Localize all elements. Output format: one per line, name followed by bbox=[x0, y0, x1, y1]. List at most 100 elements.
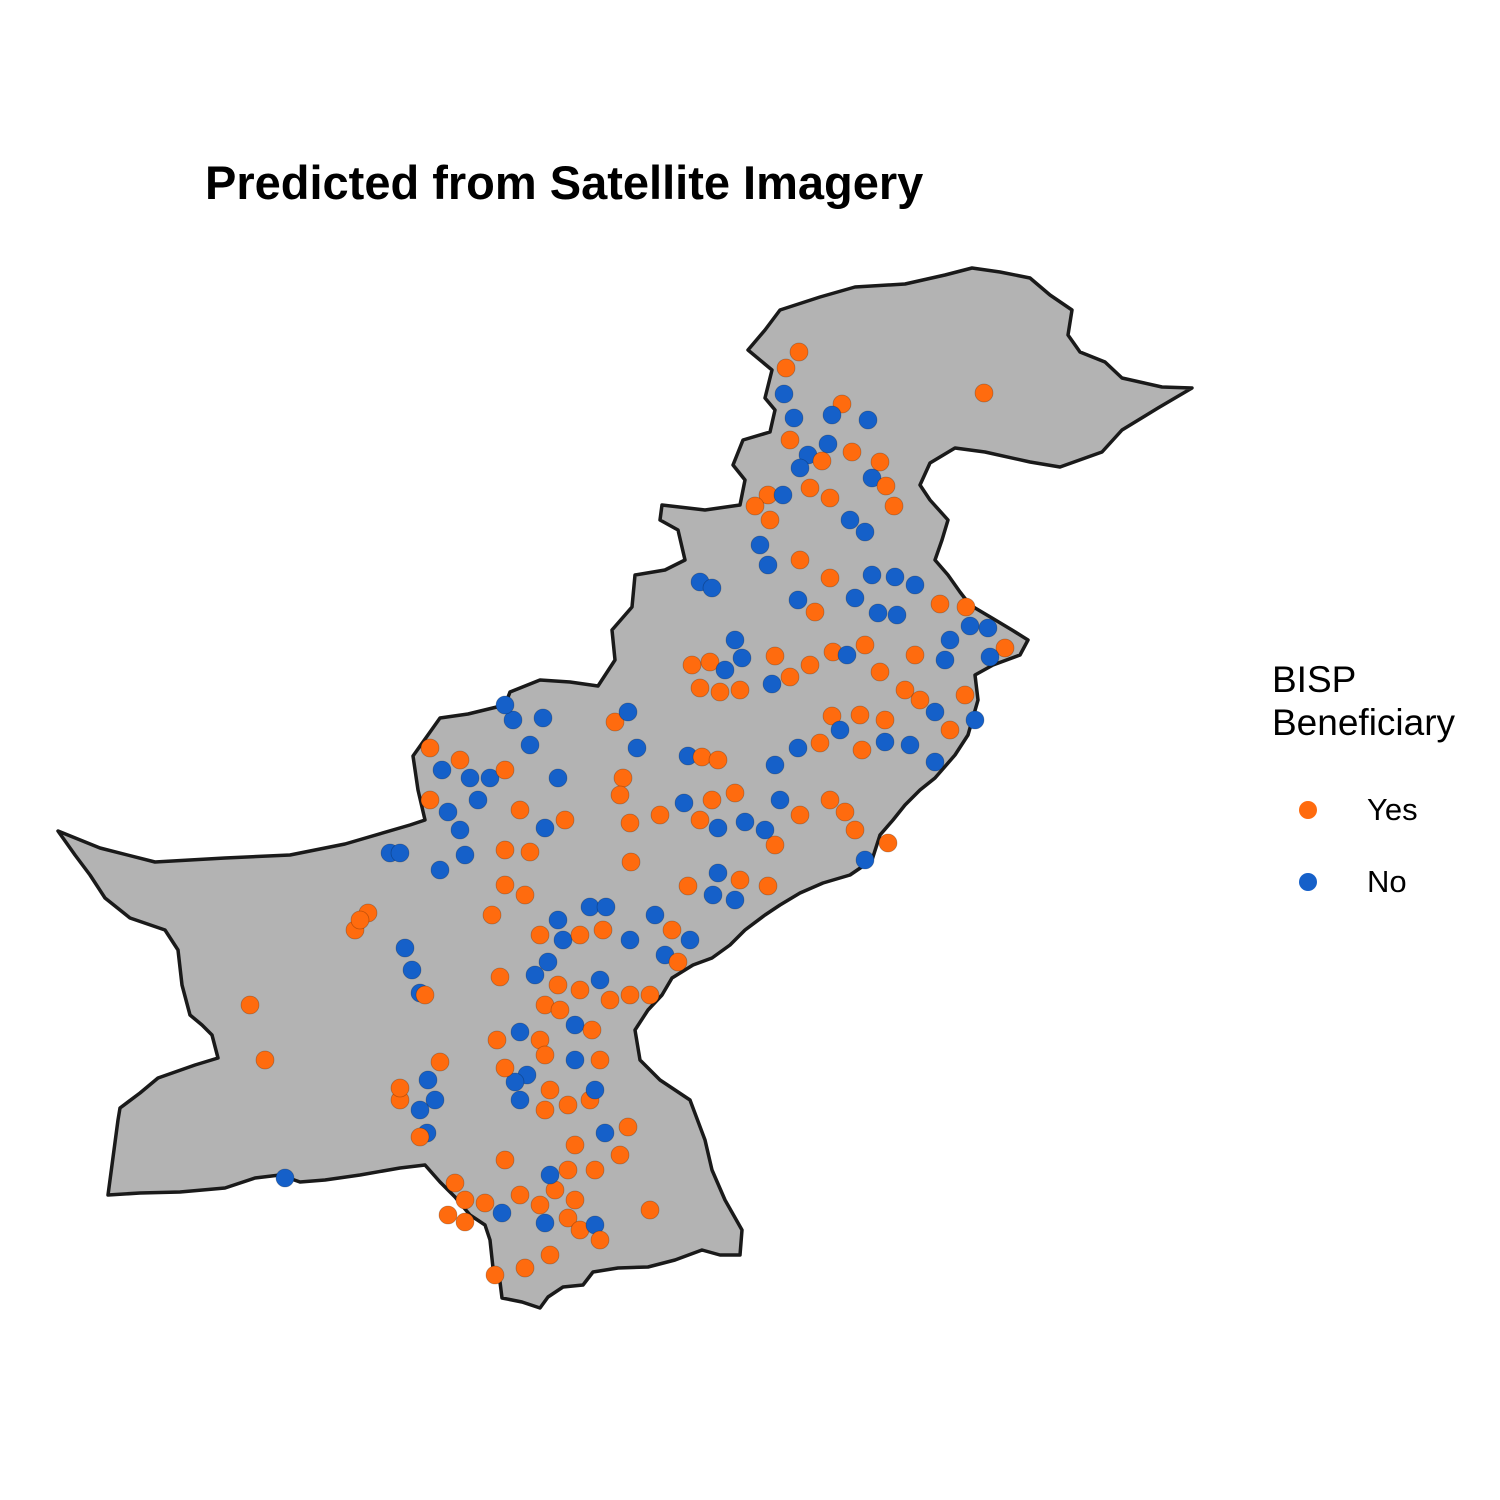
legend-label-yes: Yes bbox=[1367, 792, 1418, 827]
point-beneficiary-yes bbox=[835, 802, 855, 822]
point-beneficiary-yes bbox=[758, 876, 778, 896]
point-beneficiary-no bbox=[715, 660, 735, 680]
point-beneficiary-no bbox=[432, 760, 452, 780]
point-beneficiary-yes bbox=[515, 1258, 535, 1278]
point-beneficiary-no bbox=[862, 468, 882, 488]
point-beneficiary-no bbox=[390, 843, 410, 863]
point-beneficiary-yes bbox=[682, 655, 702, 675]
point-beneficiary-yes bbox=[820, 488, 840, 508]
point-beneficiary-yes bbox=[956, 597, 976, 617]
point-beneficiary-no bbox=[868, 603, 888, 623]
point-beneficiary-yes bbox=[884, 496, 904, 516]
point-beneficiary-no bbox=[275, 1168, 295, 1188]
point-beneficiary-yes bbox=[565, 1190, 585, 1210]
point-beneficiary-yes bbox=[495, 840, 515, 860]
point-beneficiary-no bbox=[492, 1203, 512, 1223]
point-beneficiary-no bbox=[540, 1165, 560, 1185]
point-beneficiary-no bbox=[925, 702, 945, 722]
points-layer bbox=[240, 342, 1015, 1285]
point-beneficiary-no bbox=[855, 522, 875, 542]
point-beneficiary-yes bbox=[555, 810, 575, 830]
legend: BISP Beneficiary Yes No bbox=[1272, 658, 1455, 918]
point-beneficiary-no bbox=[840, 510, 860, 530]
point-beneficiary-yes bbox=[765, 835, 785, 855]
point-beneficiary-no bbox=[862, 565, 882, 585]
point-beneficiary-yes bbox=[535, 1100, 555, 1120]
point-beneficiary-no bbox=[553, 930, 573, 950]
point-beneficiary-no bbox=[460, 768, 480, 788]
point-beneficiary-yes bbox=[495, 1058, 515, 1078]
point-beneficiary-yes bbox=[438, 1205, 458, 1225]
legend-title-line1: BISP bbox=[1272, 659, 1357, 700]
legend-title-line2: Beneficiary bbox=[1272, 702, 1456, 743]
point-beneficiary-yes bbox=[730, 680, 750, 700]
point-beneficiary-yes bbox=[650, 805, 670, 825]
point-beneficiary-yes bbox=[585, 1160, 605, 1180]
point-beneficiary-no bbox=[450, 820, 470, 840]
point-beneficiary-yes bbox=[790, 805, 810, 825]
point-beneficiary-yes bbox=[850, 705, 870, 725]
point-beneficiary-no bbox=[535, 818, 555, 838]
point-beneficiary-yes bbox=[805, 602, 825, 622]
point-beneficiary-yes bbox=[820, 568, 840, 588]
point-beneficiary-yes bbox=[620, 813, 640, 833]
point-beneficiary-no bbox=[535, 1213, 555, 1233]
point-beneficiary-yes bbox=[515, 885, 535, 905]
point-beneficiary-no bbox=[395, 938, 415, 958]
point-beneficiary-no bbox=[703, 885, 723, 905]
point-beneficiary-yes bbox=[852, 740, 872, 760]
point-beneficiary-no bbox=[548, 910, 568, 930]
point-beneficiary-yes bbox=[610, 785, 630, 805]
point-beneficiary-no bbox=[480, 768, 500, 788]
point-beneficiary-yes bbox=[520, 842, 540, 862]
point-beneficiary-yes bbox=[810, 733, 830, 753]
point-beneficiary-yes bbox=[610, 1145, 630, 1165]
point-beneficiary-yes bbox=[535, 1045, 555, 1065]
point-beneficiary-no bbox=[418, 1070, 438, 1090]
point-beneficiary-yes bbox=[605, 712, 625, 732]
point-beneficiary-yes bbox=[930, 594, 950, 614]
point-beneficiary-yes bbox=[790, 550, 810, 570]
point-beneficiary-yes bbox=[420, 790, 440, 810]
point-beneficiary-yes bbox=[590, 1050, 610, 1070]
point-beneficiary-no bbox=[565, 1050, 585, 1070]
point-beneficiary-yes bbox=[510, 800, 530, 820]
point-beneficiary-yes bbox=[745, 496, 765, 516]
point-beneficiary-no bbox=[580, 897, 600, 917]
point-beneficiary-no bbox=[818, 434, 838, 454]
point-beneficiary-yes bbox=[895, 680, 915, 700]
point-beneficiary-yes bbox=[845, 820, 865, 840]
legend-title: BISP Beneficiary bbox=[1272, 658, 1455, 744]
point-beneficiary-yes bbox=[876, 476, 896, 496]
point-beneficiary-no bbox=[538, 952, 558, 972]
point-beneficiary-no bbox=[790, 458, 810, 478]
point-beneficiary-yes bbox=[450, 750, 470, 770]
point-beneficiary-no bbox=[887, 605, 907, 625]
point-beneficiary-no bbox=[595, 1123, 615, 1143]
point-beneficiary-yes bbox=[550, 1000, 570, 1020]
point-beneficiary-yes bbox=[582, 1020, 602, 1040]
point-beneficiary-no bbox=[770, 790, 790, 810]
point-beneficiary-no bbox=[858, 410, 878, 430]
point-beneficiary-yes bbox=[668, 952, 688, 972]
legend-item-yes: Yes bbox=[1272, 774, 1455, 846]
point-beneficiary-yes bbox=[420, 738, 440, 758]
point-beneficiary-no bbox=[468, 790, 488, 810]
point-beneficiary-yes bbox=[618, 1117, 638, 1137]
point-beneficiary-yes bbox=[613, 768, 633, 788]
point-beneficiary-no bbox=[495, 695, 515, 715]
point-beneficiary-no bbox=[627, 738, 647, 758]
point-beneficiary-no bbox=[837, 645, 857, 665]
point-beneficiary-yes bbox=[430, 1052, 450, 1072]
point-beneficiary-yes bbox=[702, 790, 722, 810]
point-beneficiary-no bbox=[725, 630, 745, 650]
point-beneficiary-no bbox=[788, 738, 808, 758]
point-beneficiary-yes bbox=[875, 710, 895, 730]
point-beneficiary-yes bbox=[570, 980, 590, 1000]
point-beneficiary-no bbox=[875, 732, 895, 752]
point-beneficiary-yes bbox=[455, 1190, 475, 1210]
point-beneficiary-yes bbox=[870, 662, 890, 682]
point-beneficiary-yes bbox=[490, 967, 510, 987]
point-beneficiary-yes bbox=[482, 905, 502, 925]
